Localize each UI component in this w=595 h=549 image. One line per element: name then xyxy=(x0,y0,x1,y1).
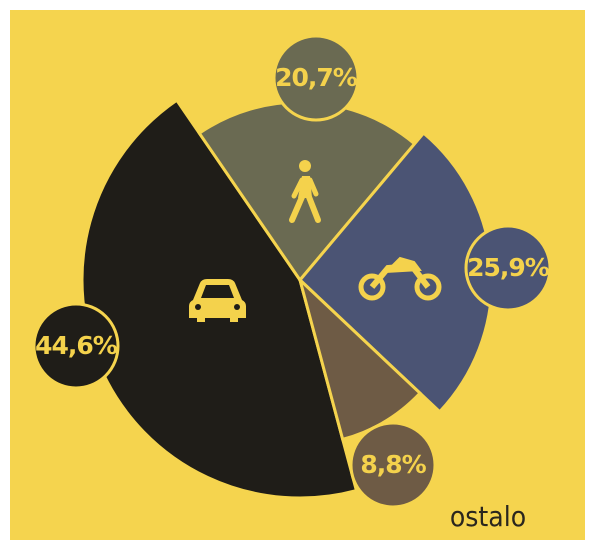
value-label: 20,7% xyxy=(275,63,358,92)
pedestrian-icon xyxy=(289,160,321,223)
value-badge xyxy=(272,34,360,122)
motorcycle-icon xyxy=(358,256,442,301)
value-badge xyxy=(349,421,437,509)
value-badge xyxy=(32,302,120,390)
value-label: 44,6% xyxy=(35,331,118,360)
car-icon xyxy=(189,279,246,322)
pie-slice xyxy=(297,275,423,442)
value-badge xyxy=(464,224,552,312)
value-label: 25,9% xyxy=(467,253,550,282)
category-label: ostalo xyxy=(450,500,526,533)
value-label: 8,8% xyxy=(360,450,426,479)
